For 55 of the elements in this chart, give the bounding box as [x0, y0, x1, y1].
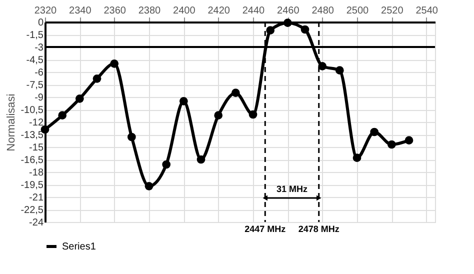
y-tick-label: -12 [29, 118, 44, 128]
point [387, 140, 396, 149]
ref-line-label: 2478 MHz [298, 224, 340, 234]
point [404, 136, 414, 145]
y-tick-label: -1,5 [26, 30, 44, 41]
y-tick-label: -10,5 [20, 105, 44, 116]
x-tick-label: 2500 [346, 6, 370, 16]
point [92, 74, 102, 83]
x-tick-label: 2440 [242, 6, 266, 16]
point [162, 160, 171, 169]
y-tick-label: -18 [29, 168, 44, 178]
point [196, 155, 206, 164]
point [231, 88, 240, 98]
y-tick-label: -22,5 [20, 205, 44, 216]
y-tick-label: -16,5 [20, 155, 44, 166]
point [110, 59, 119, 68]
y-tick-label: -7,5 [26, 80, 44, 91]
x-tick-label: 2360 [104, 6, 126, 16]
annotation: 31 MHz [276, 184, 308, 194]
x-tick-label: 2340 [69, 6, 92, 16]
y-tick-label: -9 [34, 92, 44, 104]
legend-label: Series1 [62, 242, 96, 252]
x-tick-label: 2320 [34, 6, 58, 16]
point [127, 132, 136, 142]
y-tick-label: 0 [38, 18, 44, 28]
x-tick-label: 2520 [381, 6, 404, 16]
point [318, 62, 327, 70]
point [58, 111, 67, 120]
x-tick-label: 2480 [312, 6, 334, 16]
y-tick-label: -13,5 [20, 130, 44, 141]
y-tick-label: -19,5 [20, 180, 44, 191]
point [214, 111, 223, 120]
point [283, 18, 292, 28]
y-tick-label: -3 [34, 42, 44, 54]
y-tick-label: -24 [29, 218, 44, 228]
point [179, 96, 188, 106]
ref-line-label: 2447 MHz [244, 224, 286, 234]
y-axis-title: Normalisasi [6, 94, 18, 152]
y-tick-label: -15 [29, 142, 44, 154]
point [144, 182, 154, 190]
point [370, 128, 379, 136]
point [248, 110, 258, 119]
x-tick-label: 2400 [173, 6, 196, 16]
point [300, 25, 310, 34]
x-tick-label: 2460 [277, 6, 300, 16]
x-tick-label: 2540 [416, 6, 438, 16]
y-tick-label: -4,5 [26, 55, 44, 66]
y-tick-label: -21 [29, 192, 44, 204]
x-tick-label: 2420 [208, 6, 230, 16]
x-tick-label: 2380 [138, 6, 162, 16]
y-tick-label: -6 [34, 68, 44, 78]
point [75, 94, 84, 103]
point [335, 66, 344, 75]
point [266, 26, 275, 35]
point [352, 154, 362, 162]
